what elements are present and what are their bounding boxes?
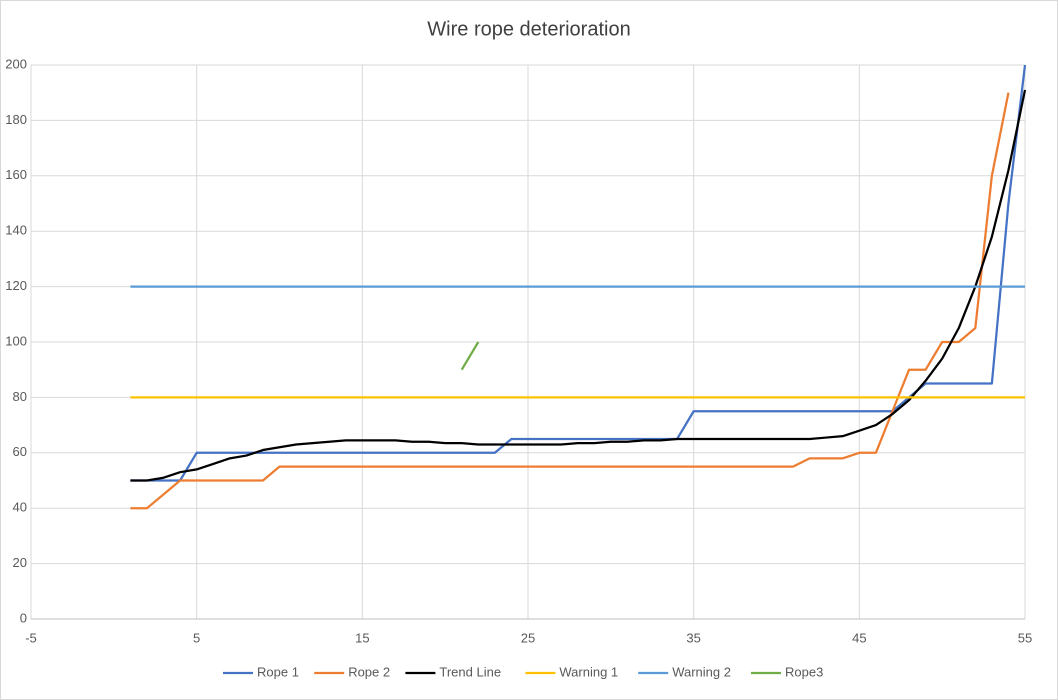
- labels: 0 20 40 60 80 100 120 140 160 180 200 -5 5 15 25 35 45 55…: [5, 56, 1032, 679]
- series-line: [460, 341, 480, 371]
- legend-label: Trend Line: [439, 664, 501, 679]
- legend-label: Warning 2: [672, 664, 731, 679]
- legend-label: Rope3: [785, 664, 823, 679]
- y-tick-label: 120: [5, 278, 27, 293]
- legend-label: Rope 2: [348, 664, 390, 679]
- x-tick-label: 5: [193, 630, 200, 645]
- x-tick-label: 15: [355, 630, 369, 645]
- chart-title: Wire rope deterioration: [427, 18, 630, 40]
- y-tick-label: 20: [13, 555, 27, 570]
- x-tick-label: 25: [521, 630, 535, 645]
- y-tick-label: 80: [13, 389, 27, 404]
- legend-label: Warning 1: [559, 664, 618, 679]
- legend-label: Rope 1: [257, 664, 299, 679]
- y-tick-label: 180: [5, 112, 27, 127]
- series-line: [130, 64, 1026, 482]
- y-tick-label: 0: [20, 610, 27, 625]
- series-line: [130, 89, 1026, 482]
- y-tick-label: 160: [5, 167, 27, 182]
- plot-area: [130, 64, 1026, 510]
- x-tick-label: 35: [686, 630, 700, 645]
- y-tick-label: 200: [5, 56, 27, 71]
- y-tick-label: 60: [13, 444, 27, 459]
- series-line: [130, 92, 1010, 510]
- y-tick-label: 40: [13, 500, 27, 515]
- x-tick-label: 55: [1018, 630, 1032, 645]
- y-tick-label: 140: [5, 223, 27, 238]
- x-tick-label: -5: [25, 630, 37, 645]
- y-tick-label: 100: [5, 333, 27, 348]
- x-tick-label: 45: [852, 630, 866, 645]
